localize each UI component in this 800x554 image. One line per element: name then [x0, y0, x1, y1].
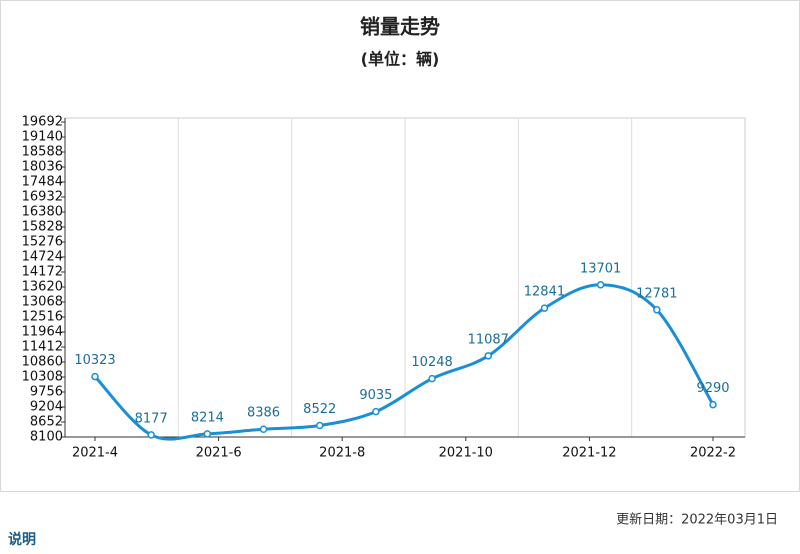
- data-label: 10248: [411, 355, 452, 370]
- note-link[interactable]: 说明: [8, 531, 36, 548]
- data-label: 10323: [74, 353, 115, 368]
- y-tick-label: 19140: [22, 130, 63, 145]
- data-label: 13701: [580, 261, 621, 276]
- point: [147, 431, 155, 439]
- y-tick-label: 8652: [30, 415, 63, 430]
- y-tick-label: 9204: [30, 400, 63, 415]
- x-tick-label: 2021-10: [439, 446, 493, 461]
- point: [484, 352, 493, 360]
- y-tick-label: 17484: [22, 175, 63, 190]
- y-tick-label: 11412: [22, 340, 63, 355]
- y-tick-label: 8100: [30, 430, 63, 445]
- y-tick-label: 12516: [22, 310, 63, 325]
- y-tick-label: 19692: [22, 115, 63, 130]
- point: [709, 400, 717, 409]
- y-tick-label: 10860: [22, 355, 63, 370]
- data-label: 8522: [303, 402, 336, 417]
- data-label: 8214: [191, 410, 224, 425]
- data-label: 9035: [359, 388, 392, 403]
- y-tick-label: 16380: [22, 205, 63, 220]
- x-tick-label: 2021-6: [196, 446, 242, 461]
- point: [372, 407, 380, 416]
- x-tick-label: 2021-8: [319, 446, 365, 461]
- point: [259, 425, 268, 433]
- y-tick-label: 14724: [22, 250, 63, 265]
- data-label: 8177: [135, 411, 168, 426]
- point: [653, 306, 661, 314]
- y-tick-label: 11964: [22, 325, 63, 340]
- x-tick-label: 2021-4: [72, 446, 118, 461]
- y-tick-label: 15276: [22, 235, 63, 250]
- chart-subtitle: (单位：辆): [361, 50, 440, 69]
- x-tick-label: 2022-2: [690, 446, 736, 461]
- data-label: 8386: [247, 406, 280, 421]
- point: [540, 304, 549, 312]
- point: [91, 372, 99, 381]
- y-tick-label: 18588: [22, 145, 63, 160]
- data-label: 9290: [696, 381, 729, 396]
- frame: [0, 0, 800, 492]
- point: [203, 430, 212, 438]
- y-tick-label: 10308: [22, 370, 63, 385]
- y-tick-label: 14172: [22, 265, 63, 280]
- y-tick-label: 13068: [22, 295, 63, 310]
- y-tick-label: 18036: [22, 160, 63, 175]
- data-label: 12781: [636, 286, 677, 301]
- data-label: 11087: [468, 332, 509, 347]
- data-label: 12841: [524, 285, 565, 300]
- y-tick-label: 9756: [30, 385, 63, 400]
- point: [315, 421, 324, 430]
- y-tick-label: 15828: [22, 220, 63, 235]
- line: [93, 283, 715, 441]
- x-tick-label: 2021-12: [562, 446, 616, 461]
- y-tick-label: 16932: [22, 190, 63, 205]
- point: [596, 281, 605, 289]
- chart-title: 销量走势: [360, 15, 440, 39]
- point: [428, 374, 436, 383]
- y-tick-label: 13620: [22, 280, 63, 295]
- update-date: 更新日期：2022年03月1日: [616, 512, 778, 528]
